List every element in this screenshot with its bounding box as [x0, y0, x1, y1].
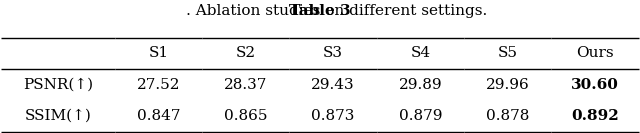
Text: . Ablation studies on different settings.: . Ablation studies on different settings… [152, 4, 488, 18]
Text: Table 3: Table 3 [289, 4, 351, 18]
